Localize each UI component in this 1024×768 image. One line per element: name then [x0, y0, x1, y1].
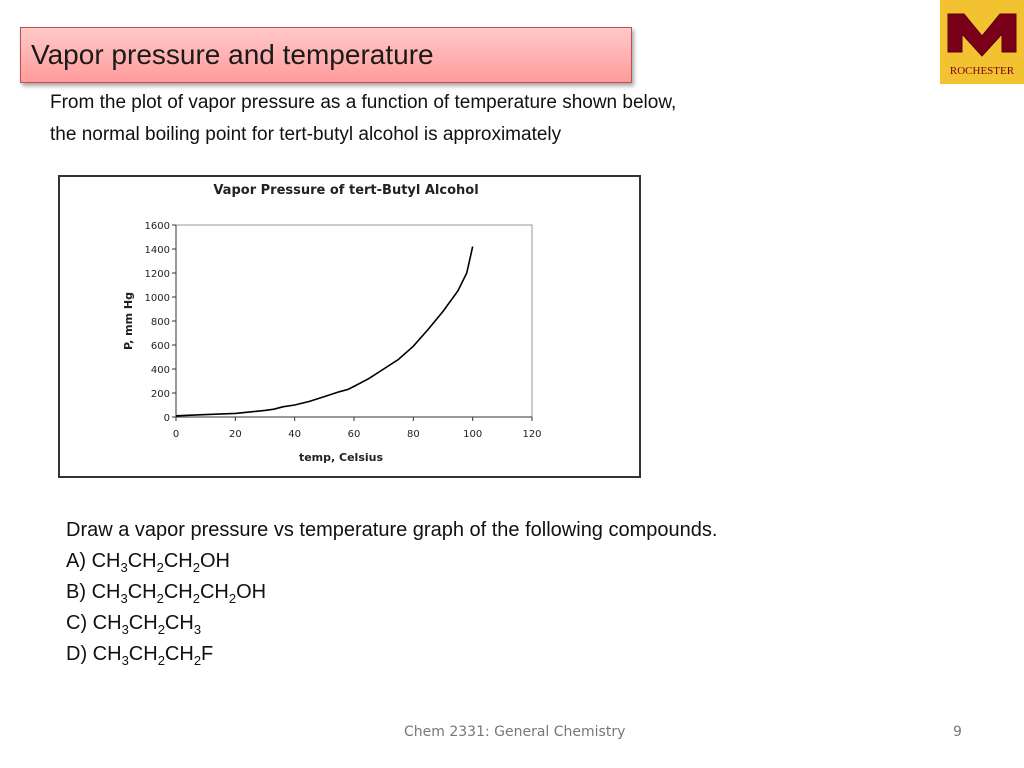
option: B) CH3CH2CH2CH2OH	[66, 581, 266, 606]
subscript: 2	[156, 560, 164, 575]
chart-title: Vapor Pressure of tert-Butyl Alcohol	[213, 183, 478, 198]
formula-part: CH	[127, 550, 157, 572]
chart-frame	[58, 175, 641, 478]
formula-part: OH	[199, 550, 230, 572]
x-tick-label: 120	[522, 429, 541, 440]
x-tick-label: 80	[407, 429, 420, 440]
subscript: 2	[157, 622, 165, 637]
subscript: 2	[192, 560, 200, 575]
option-label: B)	[66, 581, 86, 603]
formula-part: CH	[92, 643, 122, 665]
option-label: A)	[66, 550, 86, 572]
subscript: 2	[157, 653, 165, 668]
formula-part: CH	[164, 612, 194, 634]
x-tick-label: 60	[348, 429, 361, 440]
formula-part: CH	[91, 550, 121, 572]
prompt-line: From the plot of vapor pressure as a fun…	[50, 92, 677, 113]
y-tick-label: 800	[151, 317, 170, 328]
subscript: 2	[192, 591, 200, 606]
x-tick-label: 100	[463, 429, 482, 440]
option: A) CH3CH2CH2OH	[66, 550, 230, 575]
formula-part: OH	[236, 581, 267, 603]
option-label: C)	[66, 612, 88, 634]
subscript: 2	[156, 591, 164, 606]
x-tick-label: 0	[173, 429, 179, 440]
subscript: 3	[121, 653, 129, 668]
formula-part: CH	[163, 550, 193, 572]
slide-title: Vapor pressure and temperature	[31, 39, 434, 70]
x-tick-label: 20	[229, 429, 242, 440]
subscript: 3	[120, 591, 128, 606]
x-tick-label: 40	[288, 429, 301, 440]
y-tick-label: 1200	[145, 269, 170, 280]
y-tick-label: 1000	[145, 293, 170, 304]
formula-part: CH	[199, 581, 229, 603]
y-tick-label: 0	[164, 413, 170, 424]
subscript: 3	[120, 560, 128, 575]
logo-m	[947, 13, 1017, 57]
y-tick-label: 1600	[145, 221, 170, 232]
option: D) CH3CH2CH2F	[66, 643, 213, 668]
subscript: 3	[121, 622, 129, 637]
formula-part: CH	[164, 643, 194, 665]
y-axis-label: P, mm Hg	[122, 292, 135, 350]
line	[175, 246, 474, 417]
y-tick-label: 400	[151, 365, 170, 376]
subscript: 2	[228, 591, 237, 606]
y-tick-label: 200	[151, 389, 170, 400]
y-tick-label: 1400	[145, 245, 170, 256]
formula-part: CH	[128, 643, 158, 665]
title-box: Vapor pressure and temperature	[20, 27, 632, 83]
formula-part: CH	[127, 581, 157, 603]
subscript: 2	[193, 653, 202, 668]
logo: ROCHESTER	[940, 0, 1024, 84]
formula-part: CH	[163, 581, 193, 603]
chart: Vapor Pressure of tert-Butyl Alcohol tem…	[58, 175, 641, 478]
subscript: 3	[193, 622, 202, 637]
prompt-line: the normal boiling point for tert-butyl …	[50, 124, 562, 145]
option: C) CH3CH2CH3	[66, 612, 201, 637]
formula-part: CH	[91, 581, 121, 603]
formula-part: F	[201, 643, 214, 665]
formula-part: CH	[128, 612, 158, 634]
logo-text: ROCHESTER	[950, 65, 1015, 77]
question: Draw a vapor pressure vs temperature gra…	[66, 519, 718, 541]
x-axis-label: temp, Celsius	[299, 451, 384, 464]
footer: Chem 2331: General Chemistry	[404, 724, 626, 740]
formula-part: CH	[92, 612, 122, 634]
option-label: D)	[66, 643, 88, 665]
y-tick-label: 600	[151, 341, 170, 352]
page-number: 9	[953, 724, 962, 740]
